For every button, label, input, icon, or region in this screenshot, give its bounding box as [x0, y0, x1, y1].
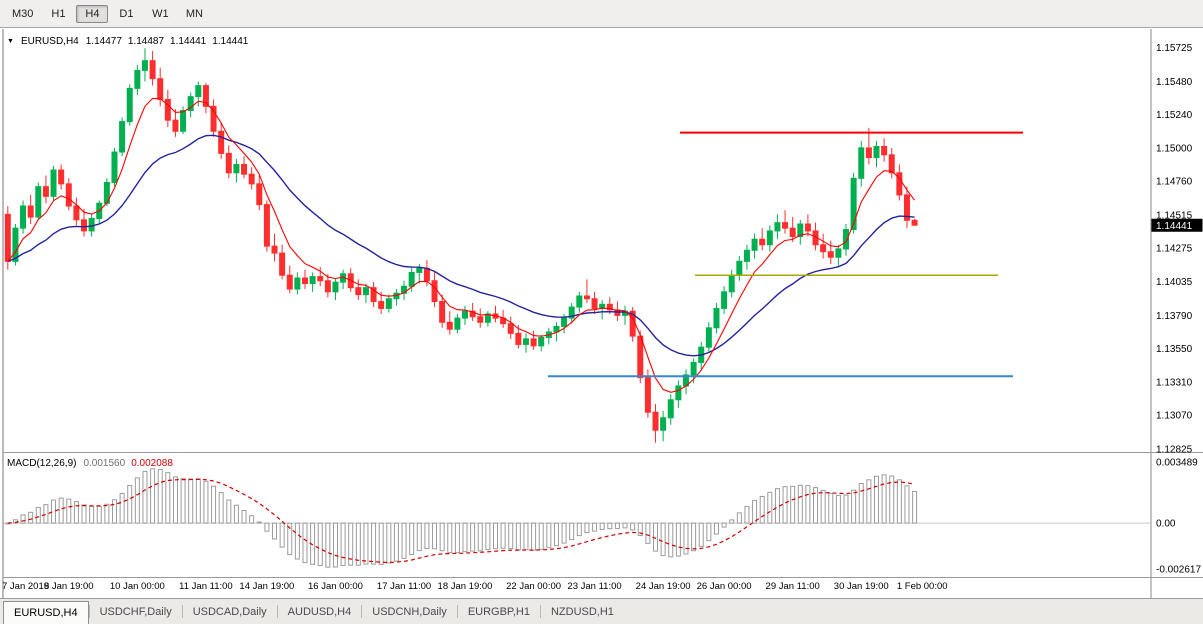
- ma-slow-line: [7, 134, 915, 357]
- time-axis-label: 16 Jan 00:00: [308, 581, 363, 592]
- ohlc-value: 1.14477: [85, 36, 122, 47]
- time-axis-label: 30 Jan 19:00: [834, 581, 889, 592]
- macd-axis-label: 0.003489: [1156, 457, 1198, 468]
- time-axis-label: 23 Jan 11:00: [567, 581, 621, 592]
- timeframe-button-w1[interactable]: W1: [152, 7, 169, 20]
- price-axis-label: 1.14515: [1156, 211, 1193, 222]
- current-price-badge: [1151, 218, 1203, 232]
- symbol-label: EURUSD,H4: [20, 36, 79, 47]
- drawn-hlines[interactable]: [548, 131, 1023, 378]
- timeframe-button-h4[interactable]: H4: [76, 4, 109, 23]
- time-axis-label: 14 Jan 19:00: [239, 581, 294, 592]
- chart-tab-usdchf-daily[interactable]: USDCHF,Daily: [99, 605, 172, 618]
- tab-divider: [539, 605, 541, 618]
- macd-pane: [3, 468, 1150, 568]
- time-axis-label: 22 Jan 00:00: [506, 581, 561, 592]
- timeframe-toolbar: M30 H1 H4 D1 W1 MN: [0, 0, 1203, 28]
- price-axis-label: 1.13550: [1156, 344, 1193, 355]
- macd-axis-label: -0.002617: [1156, 565, 1201, 576]
- macd-axis-label: 0.00: [1156, 519, 1176, 530]
- macd-signal-value: 0.002088: [131, 458, 173, 469]
- timeframe-button-mn[interactable]: MN: [185, 7, 203, 20]
- timeframe-button-m30[interactable]: M30: [12, 7, 34, 20]
- price-axis-label: 1.15480: [1156, 77, 1193, 88]
- price-axis-label: 1.12825: [1156, 444, 1193, 455]
- price-axis-label: 1.13310: [1156, 377, 1193, 388]
- chart-tab-usdcad-daily[interactable]: USDCAD,Daily: [192, 605, 267, 618]
- chart-frame: [2, 29, 1203, 598]
- chart-tabs-bar: EURUSD,H4 USDCHF,Daily USDCAD,Daily AUDUSD,…: [0, 598, 1203, 624]
- macd-label: MACD(12,26,9): [7, 458, 77, 469]
- time-axis-label: 29 Jan 11:00: [766, 581, 820, 592]
- macd-signal-line: [7, 478, 915, 564]
- time-axis-label: 10 Jan 00:00: [110, 581, 165, 592]
- tab-divider: [88, 605, 90, 618]
- candlestick-series: [4, 48, 918, 443]
- chart-tab-audusd-h4[interactable]: AUDUSD,H4: [287, 605, 352, 618]
- price-axis-label: 1.15000: [1156, 143, 1193, 154]
- ohlc-value: 1.14487: [127, 36, 165, 47]
- price-axis-label: 1.14275: [1156, 244, 1193, 255]
- tab-divider: [276, 605, 278, 618]
- current-price-value: 1.14441: [1156, 221, 1193, 232]
- ohlc-value: 1.14441: [212, 36, 249, 47]
- price-axis: 1.15725 1.15480 1.15240 1.15000 1.14760 1.145…: [1151, 43, 1203, 576]
- price-axis-label: 1.14760: [1156, 177, 1193, 188]
- time-axis-label: 11 Jan 11:00: [179, 581, 233, 592]
- price-axis-label: 1.13070: [1156, 411, 1193, 422]
- tab-divider: [456, 605, 458, 618]
- macd-values: 0.001560 0.002088: [83, 458, 178, 469]
- timeframe-button-d1[interactable]: D1: [119, 7, 134, 20]
- time-axis-label: 7 Jan 2019: [2, 581, 49, 592]
- price-axis-label: 1.13790: [1156, 311, 1193, 322]
- time-axis-label: 17 Jan 11:00: [377, 581, 431, 592]
- macd-main-value: 0.001560: [83, 458, 126, 469]
- chart-title: ▼ EURUSD,H4 1.14477 1.14487 1.14441 1.14441: [7, 36, 254, 47]
- tab-divider: [181, 605, 183, 618]
- price-axis-label: 1.15725: [1156, 43, 1193, 54]
- symbol-marker-icon: ▼: [7, 37, 14, 45]
- chart-tab-nzdusd-h1[interactable]: NZDUSD,H1: [550, 605, 614, 618]
- chart-tab-usdcnh-daily[interactable]: USDCNH,Daily: [372, 605, 447, 618]
- time-axis-label: 8 Jan 19:00: [44, 581, 94, 592]
- chart-tab-eurgbp-h1[interactable]: EURGBP,H1: [467, 605, 530, 618]
- time-axis-label: 1 Feb 00:00: [897, 581, 948, 592]
- ma-fast-line: [7, 97, 916, 393]
- macd-indicator-title: MACD(12,26,9) 0.001560 0.002088: [7, 458, 179, 469]
- ohlc-values: 1.14477 1.14487 1.14441 1.14441: [86, 36, 255, 47]
- moving-averages: [7, 97, 916, 393]
- price-axis-label: 1.15240: [1156, 110, 1193, 121]
- tab-divider: [361, 605, 363, 618]
- timeframe-button-h1[interactable]: H1: [51, 7, 66, 20]
- chart-tab-eurusd-h4[interactable]: EURUSD,H4: [3, 601, 89, 624]
- price-axis-label: 1.14035: [1156, 277, 1193, 288]
- time-axis-label: 24 Jan 19:00: [636, 581, 691, 592]
- ohlc-value: 1.14441: [170, 36, 207, 47]
- time-axis-label: 26 Jan 00:00: [697, 581, 752, 592]
- time-axis-label: 18 Jan 19:00: [438, 581, 493, 592]
